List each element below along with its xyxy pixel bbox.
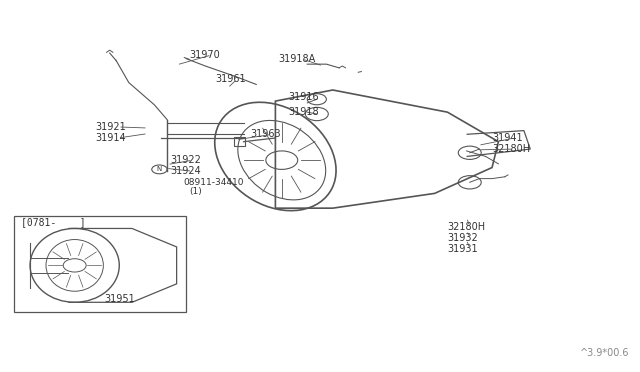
- Bar: [234, 137, 246, 147]
- Text: 08911-34410: 08911-34410: [183, 178, 243, 187]
- Text: 31914: 31914: [96, 133, 126, 143]
- Text: [0781-    ]: [0781- ]: [20, 217, 85, 227]
- Text: 31941: 31941: [492, 133, 523, 143]
- Text: 32180H: 32180H: [447, 222, 486, 232]
- Text: 31931: 31931: [447, 244, 478, 254]
- Text: 31922: 31922: [170, 155, 201, 165]
- Text: 31918A: 31918A: [278, 54, 316, 64]
- Text: 31921: 31921: [96, 122, 127, 132]
- Text: 31970: 31970: [189, 50, 220, 60]
- Text: ^3.9*00.6: ^3.9*00.6: [580, 348, 629, 358]
- Text: 31916: 31916: [288, 92, 319, 102]
- Text: (1): (1): [189, 187, 202, 196]
- Bar: [14, 215, 186, 311]
- Text: 31963: 31963: [250, 129, 280, 139]
- Text: N: N: [157, 166, 162, 172]
- Text: 32180H: 32180H: [492, 144, 530, 154]
- Text: 31932: 31932: [447, 233, 478, 243]
- Text: 31924: 31924: [170, 166, 201, 176]
- Text: 31918: 31918: [288, 107, 319, 117]
- Text: 31951: 31951: [104, 294, 134, 304]
- Text: 31961: 31961: [215, 74, 246, 84]
